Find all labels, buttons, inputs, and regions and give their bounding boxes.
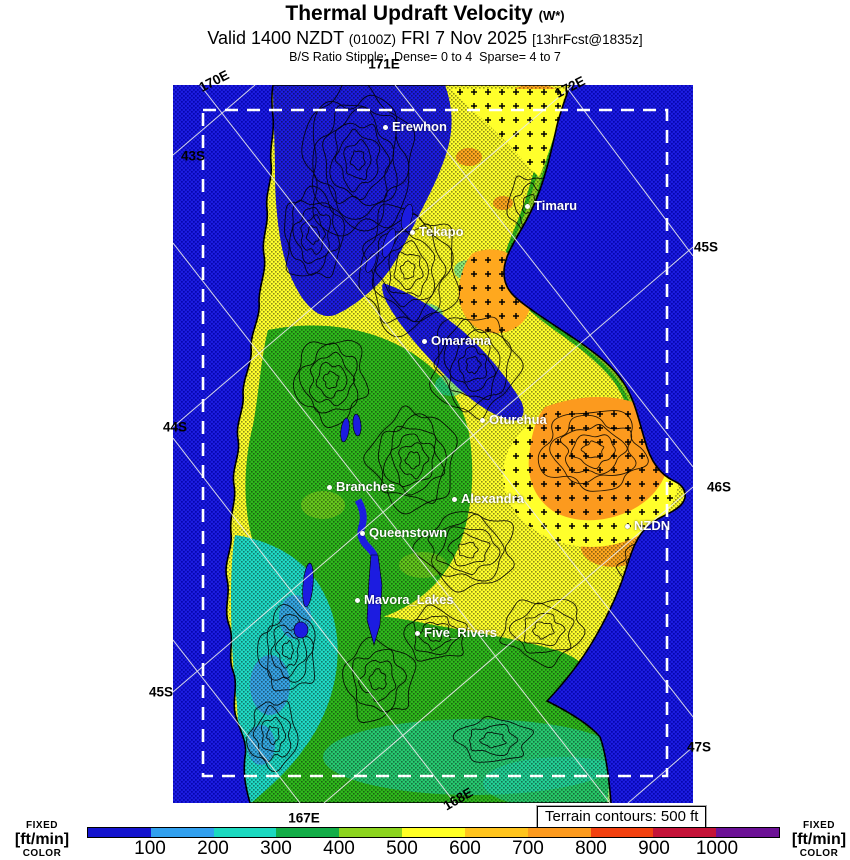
colorbar-tick-900: 900 <box>638 838 670 859</box>
colorbar-segment <box>213 828 277 837</box>
colorbar-segment <box>276 828 340 837</box>
colorbar <box>87 827 780 838</box>
graticule-label-167e: 167E <box>288 810 320 826</box>
colorbar-segment <box>150 828 214 837</box>
legend-fixed: FIXED <box>803 820 835 831</box>
page-title: Thermal Updraft Velocity (W*) <box>0 2 850 26</box>
colorbar-tick-700: 700 <box>512 838 544 859</box>
colorbar-segment <box>402 828 465 837</box>
colorbar-segment <box>590 828 654 837</box>
valid-local-time: Valid 1400 NZDT <box>207 28 344 49</box>
colorbar-tick-600: 600 <box>449 838 481 859</box>
legend-units: [ft/min] <box>791 831 847 848</box>
forecast-run: [13hrFcst@1835z] <box>532 32 643 48</box>
graticule-label-45s: 45S <box>148 684 174 700</box>
title-text: Thermal Updraft Velocity <box>285 2 533 25</box>
coastline <box>225 85 686 803</box>
legend-fixed: FIXED <box>26 820 58 831</box>
colorbar-legend-right: FIXED [ft/min] COLOR <box>786 821 850 859</box>
colorbar-segment <box>527 828 591 837</box>
colorbar-segment <box>88 828 151 837</box>
forecast-map <box>173 85 693 803</box>
stipple-note: B/S Ratio Stipple: Dense= 0 to 4 Sparse=… <box>289 49 561 64</box>
legend-color: COLOR <box>22 848 62 859</box>
colorbar-segment <box>339 828 403 837</box>
header: Thermal Updraft Velocity (W*) Valid 1400… <box>0 2 850 64</box>
terrain-note: Terrain contours: 500 ft <box>535 805 708 829</box>
colorbar-tick-400: 400 <box>323 838 355 859</box>
graticule-label-45s: 45S <box>693 239 719 255</box>
valid-utc-time: (0100Z) <box>348 32 397 48</box>
title-units: (W*) <box>538 8 565 23</box>
legend-color: COLOR <box>799 848 839 859</box>
legend-units: [ft/min] <box>14 831 70 848</box>
colorbar-tick-1000: 1000 <box>695 838 739 859</box>
colorbar-segment <box>464 828 528 837</box>
colorbar-tick-100: 100 <box>134 838 166 859</box>
colorbar-tick-300: 300 <box>260 838 292 859</box>
valid-date: FRI 7 Nov 2025 <box>401 28 528 49</box>
colorbar-segment <box>716 828 779 837</box>
colorbar-segment <box>653 828 717 837</box>
valid-line: Valid 1400 NZDT (0100Z) FRI 7 Nov 2025 [… <box>0 28 850 49</box>
colorbar-tick-200: 200 <box>197 838 229 859</box>
domain-border <box>201 108 669 778</box>
graticule-label-46s: 46S <box>706 479 732 495</box>
graticule-lines <box>173 85 693 803</box>
colorbar-legend-left: FIXED [ft/min] COLOR <box>9 821 75 859</box>
colorbar-tick-800: 800 <box>575 838 607 859</box>
sparse-stipple-zones <box>450 89 679 547</box>
colorbar-tick-500: 500 <box>386 838 418 859</box>
